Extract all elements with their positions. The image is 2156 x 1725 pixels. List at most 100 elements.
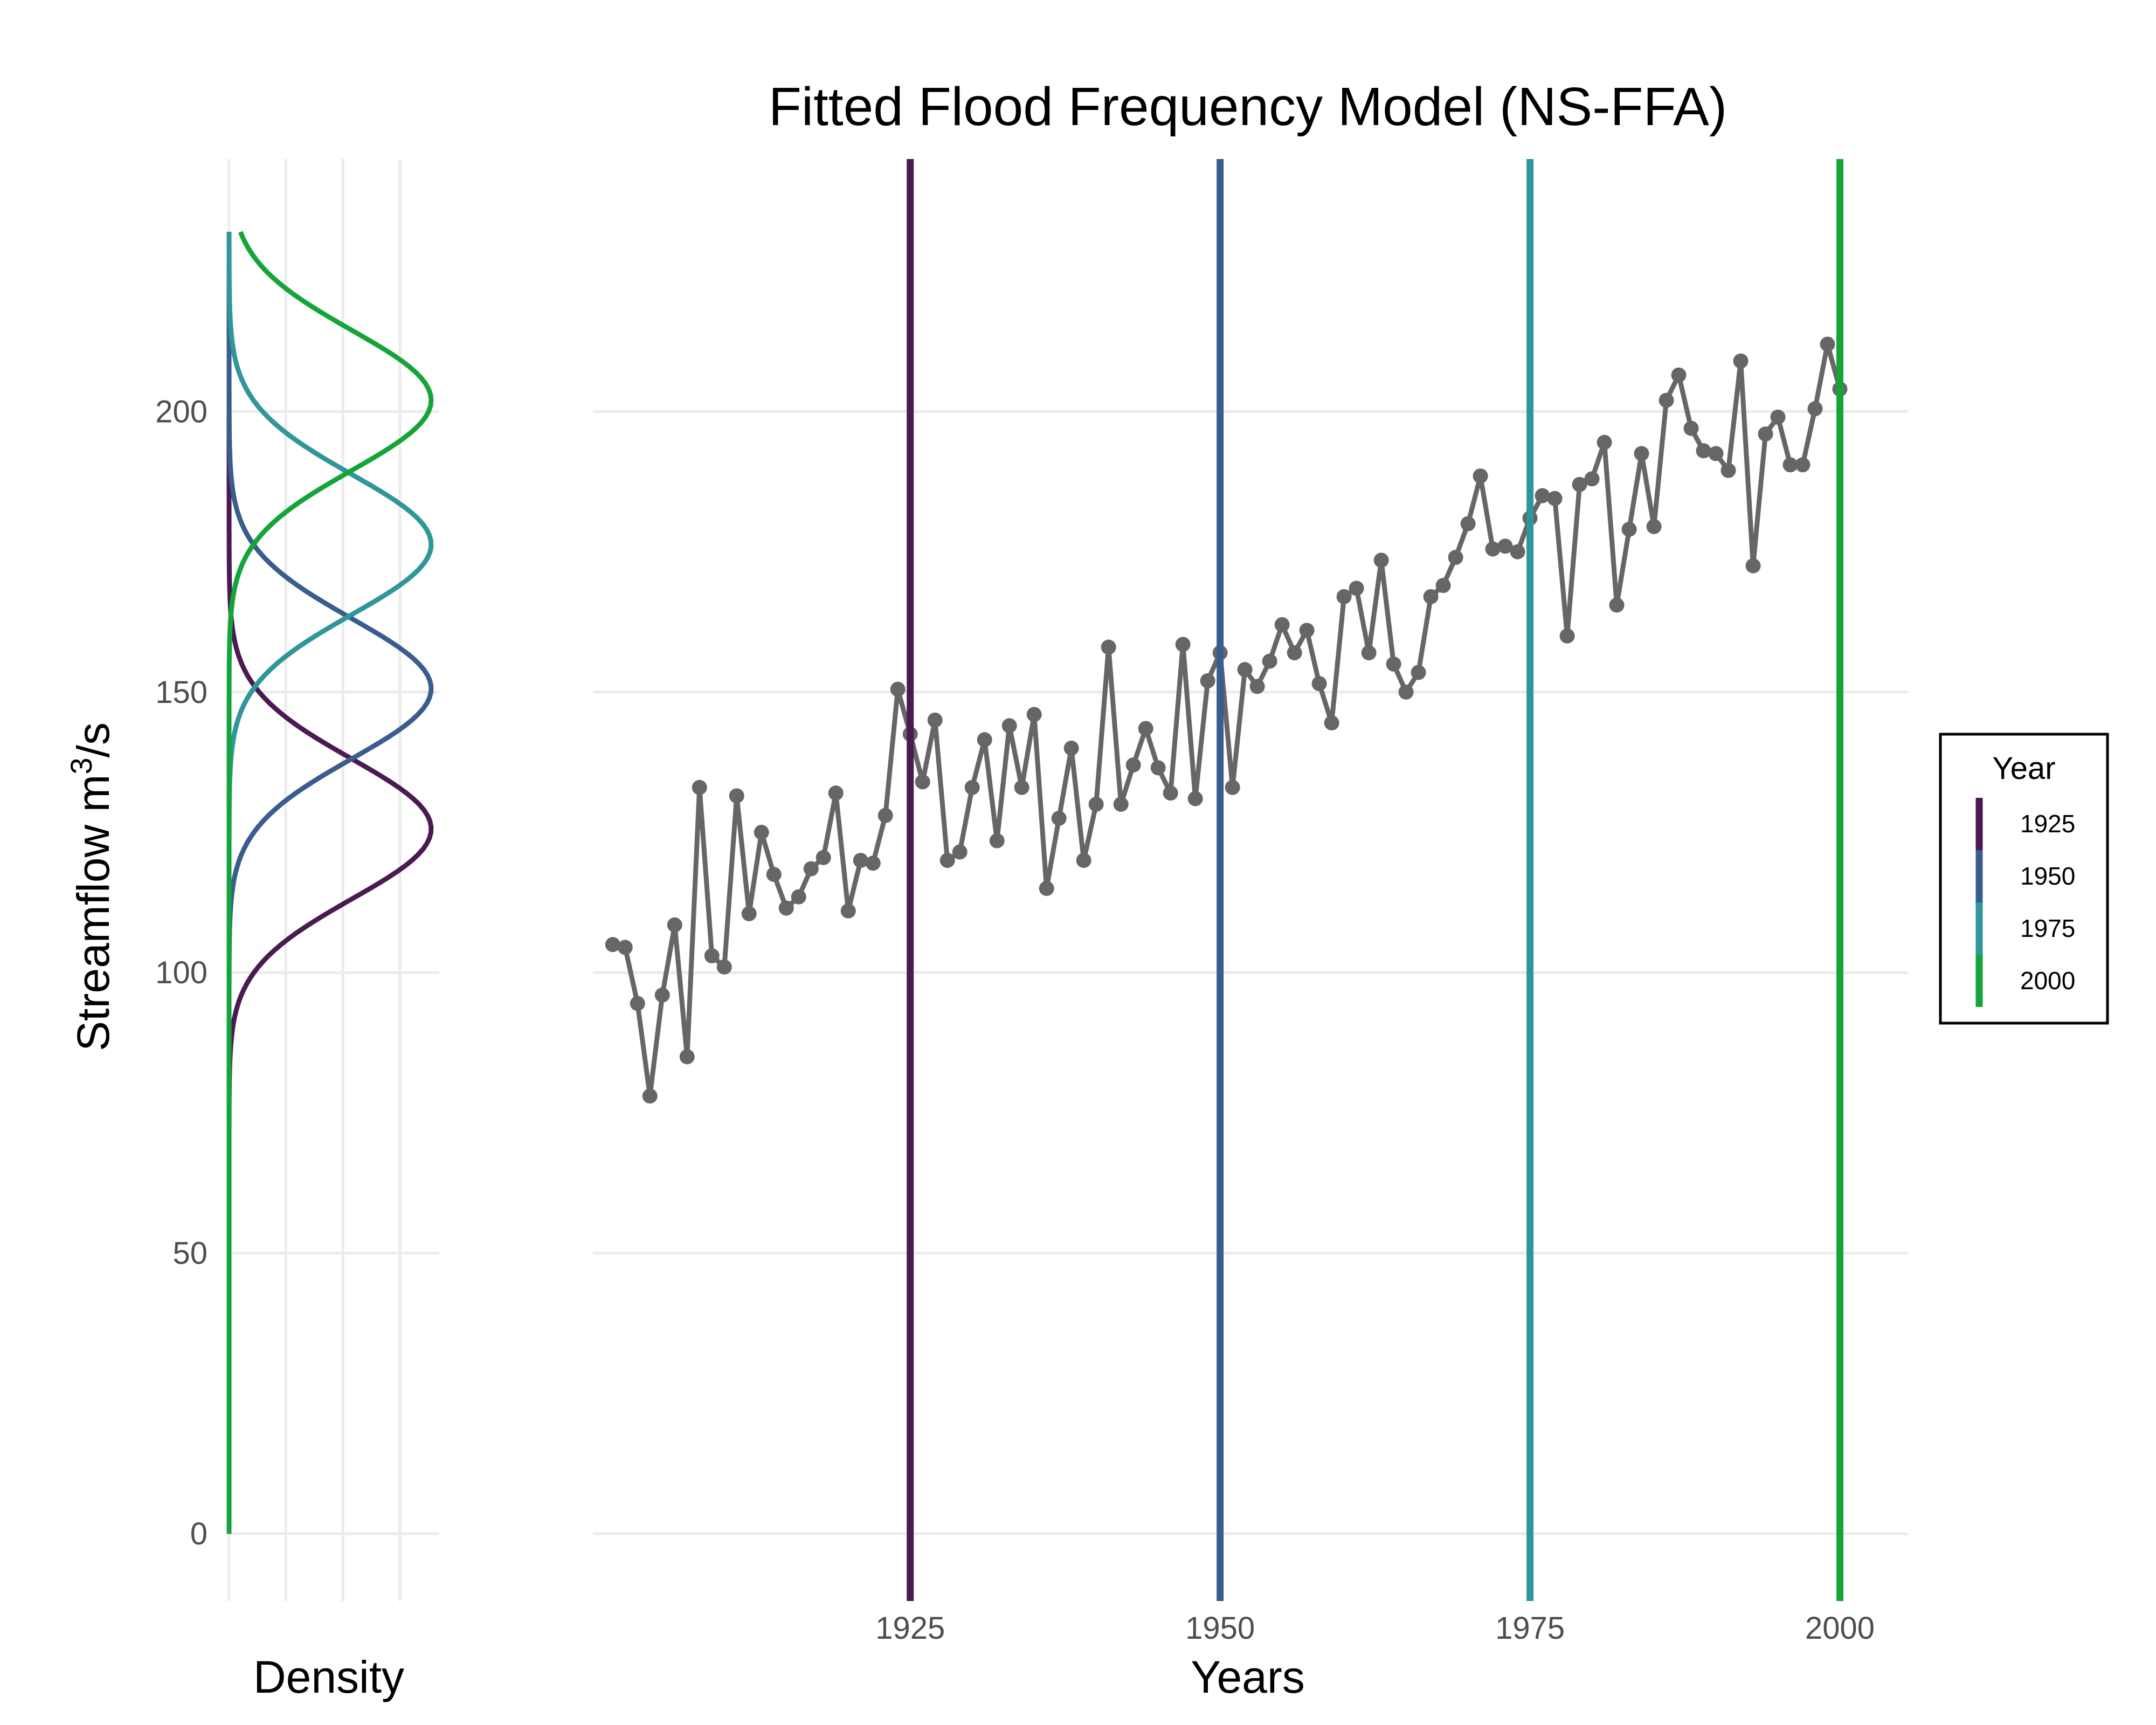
data-point [1262,653,1277,669]
data-point [1051,811,1067,826]
data-point [1559,628,1575,644]
legend: Year 1925 1950 1975 2000 [1939,733,2109,1025]
data-point [741,906,757,921]
density-panel: 0 50 100 150 200 [155,159,439,1601]
data-point [1324,715,1339,731]
data-point [704,948,720,964]
data-point [1398,684,1414,700]
x-tick-label: 2000 [1805,1611,1875,1646]
legend-title: Year [1992,751,2055,786]
data-point [816,850,831,865]
data-point [692,779,707,795]
data-point [642,1088,658,1104]
legend-label-1950: 1950 [2020,862,2075,890]
y-tick-label: 0 [190,1516,208,1551]
data-point [1820,336,1835,352]
data-point [1287,645,1302,660]
data-point [679,1049,695,1065]
data-point [1807,401,1823,417]
data-point [1597,434,1612,450]
data-point [1249,679,1265,694]
data-point [754,825,769,840]
data-point [1696,443,1711,459]
data-point [803,861,819,877]
data-point [1014,779,1029,795]
data-point [1572,477,1587,492]
data-point [1113,796,1129,812]
x-axis-label: Years [1191,1652,1305,1702]
data-point [1795,457,1811,473]
density-curve-2000 [226,231,434,1534]
y-tick-label: 50 [172,1236,208,1271]
data-point [1485,541,1501,557]
data-point [1336,589,1352,604]
data-point [1274,617,1290,632]
data-point [1311,676,1327,692]
data-point [1237,662,1253,678]
data-point [1039,881,1054,896]
data-point [1782,457,1798,473]
data-point [865,855,881,871]
data-point [1745,558,1761,574]
data-point [1621,521,1637,537]
data-point [791,889,806,905]
data-point [952,844,968,860]
data-point [729,788,744,804]
data-point [853,853,868,868]
data-point [617,940,633,955]
data-point [1200,673,1215,688]
data-point [1225,779,1240,795]
data-point [1733,353,1749,369]
data-point [1435,578,1451,594]
chart-title: Fitted Flood Frequency Model (NS-FFA) [769,77,1727,137]
data-point [1386,656,1401,672]
data-point [1671,367,1687,383]
data-point [1634,446,1649,461]
data-point [605,937,620,953]
data-point [1101,639,1116,655]
legend-box [1939,733,2109,1025]
data-point [915,774,930,790]
data-point [1473,468,1488,484]
data-point [1150,760,1166,776]
data-point [1535,488,1550,503]
data-point [1361,645,1377,660]
data-point [667,917,682,933]
y-tick-label: 100 [155,955,208,990]
x-tick-label: 1925 [875,1611,945,1646]
data-point [939,853,955,868]
data-point [1584,471,1600,487]
data-point [840,903,856,919]
data-point [1063,740,1079,756]
x-tick-label: 1975 [1495,1611,1565,1646]
data-point [1609,597,1625,613]
data-point [828,785,844,801]
legend-label-1925: 1925 [2020,810,2075,838]
data-point [1497,539,1513,554]
data-point [927,712,943,728]
data-point [1187,791,1203,806]
data-point [964,779,980,795]
y-axis-label: Streamflow m3/s [64,722,119,1051]
data-point [1076,853,1091,868]
x-tick-label: 1950 [1185,1611,1255,1646]
data-point [890,681,906,697]
data-point [1411,665,1426,680]
data-point [1510,544,1525,560]
data-point [1708,446,1724,461]
data-point [1720,463,1736,478]
data-point [766,867,782,882]
data-point [1683,420,1699,436]
y-tick-label: 200 [155,394,208,429]
data-point [1163,785,1178,801]
data-point [1001,718,1017,734]
data-point [1423,589,1439,604]
data-point [1138,721,1153,736]
data-point [630,996,645,1011]
observed-series-line [612,342,1842,1099]
legend-label-1975: 1975 [2020,914,2075,942]
data-point [716,959,732,975]
data-point [1460,516,1476,532]
data-point [1125,757,1141,773]
